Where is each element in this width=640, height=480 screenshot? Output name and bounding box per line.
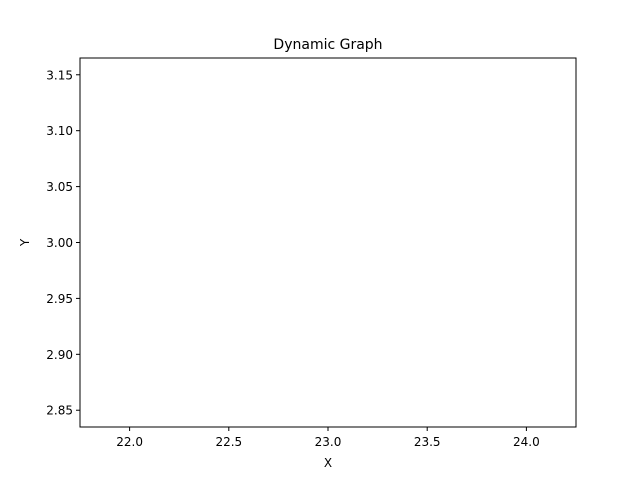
x-tick-label: 22.0 — [116, 435, 143, 449]
y-tick-label: 3.05 — [46, 180, 73, 194]
y-axis-title: Y — [18, 238, 32, 247]
x-axis-title: X — [324, 456, 332, 470]
x-tick-label: 24.0 — [513, 435, 540, 449]
x-axis: 22.0 22.5 23.0 23.5 24.0 — [116, 427, 540, 449]
chart-title: Dynamic Graph — [273, 37, 382, 53]
y-tick-label: 3.10 — [46, 124, 73, 138]
y-tick-label: 3.00 — [46, 236, 73, 250]
y-axis: 2.85 2.90 2.95 3.00 3.05 3.10 3.15 — [46, 68, 80, 418]
y-tick-label: 3.15 — [46, 68, 73, 82]
y-tick-label: 2.95 — [46, 292, 73, 306]
x-tick-label: 23.0 — [315, 435, 342, 449]
x-tick-label: 22.5 — [215, 435, 242, 449]
x-tick-label: 23.5 — [414, 435, 441, 449]
y-tick-label: 2.90 — [46, 348, 73, 362]
y-tick-label: 2.85 — [46, 404, 73, 418]
plot-area — [79, 57, 577, 428]
